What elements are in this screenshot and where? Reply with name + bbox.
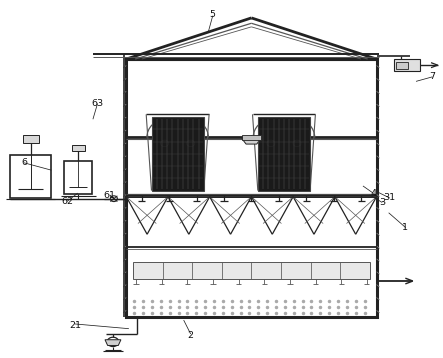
Text: 31: 31 — [383, 193, 395, 202]
Text: 62: 62 — [61, 197, 74, 206]
Polygon shape — [241, 138, 261, 144]
Bar — [396, 62, 408, 69]
Bar — [241, 135, 261, 140]
Text: 5: 5 — [210, 10, 216, 19]
Text: 21: 21 — [69, 321, 82, 330]
Text: 63: 63 — [91, 99, 104, 108]
Bar — [258, 117, 310, 190]
Bar — [71, 145, 85, 151]
Text: 61: 61 — [104, 190, 116, 200]
Text: 7: 7 — [429, 72, 435, 82]
Text: 2: 2 — [187, 331, 194, 340]
Text: 3: 3 — [379, 198, 385, 207]
Text: 6: 6 — [21, 158, 27, 168]
Bar — [152, 117, 204, 190]
Polygon shape — [105, 340, 121, 345]
Bar — [133, 262, 370, 279]
Bar — [23, 135, 39, 143]
Bar — [10, 155, 51, 198]
Bar — [64, 161, 92, 194]
Bar — [126, 59, 377, 317]
Text: 4: 4 — [370, 189, 377, 198]
Bar — [394, 59, 420, 71]
Text: 1: 1 — [402, 223, 408, 232]
